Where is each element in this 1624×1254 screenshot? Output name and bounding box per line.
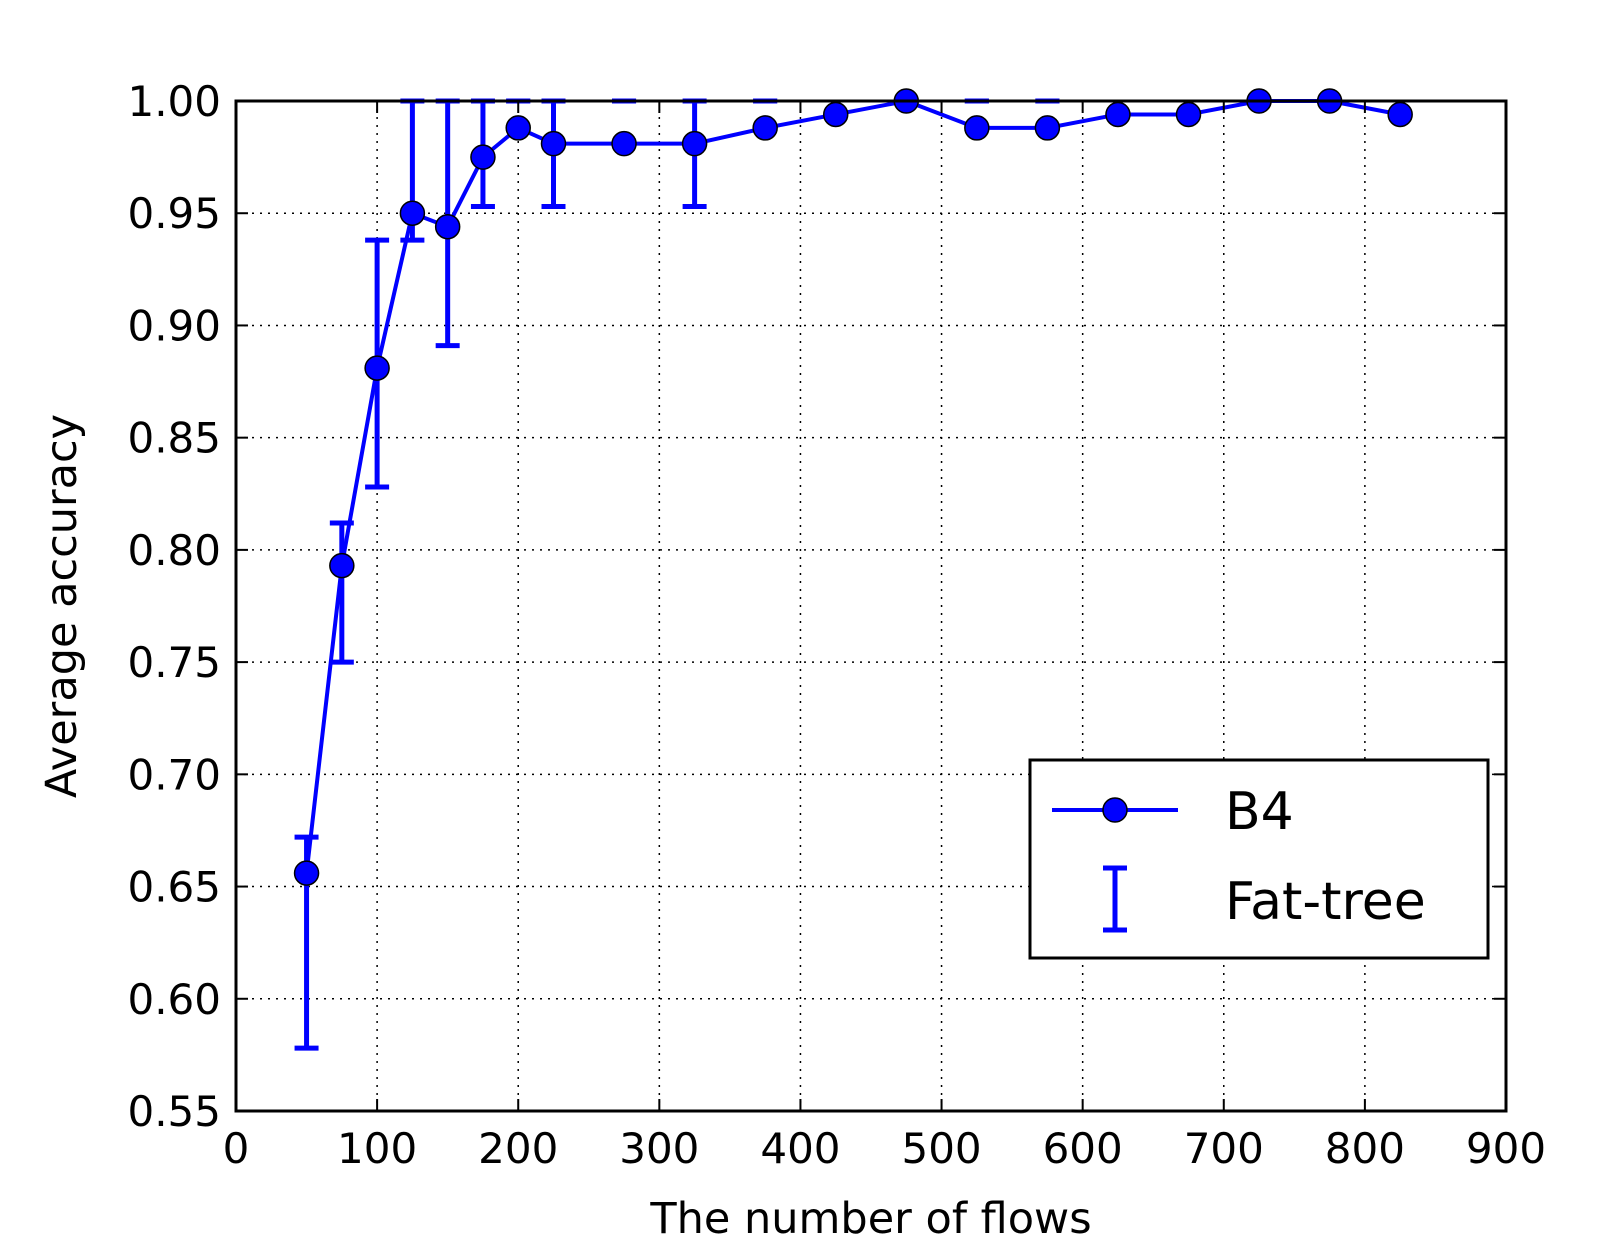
x-tick-label: 500: [901, 1124, 981, 1173]
b4-point: [822, 101, 849, 128]
y-tick-label: 0.80: [127, 526, 221, 575]
x-axis-title: The number of flows: [649, 1194, 1091, 1244]
x-tick-label: 800: [1325, 1124, 1405, 1173]
legend: B4 Fat-tree: [1028, 758, 1490, 960]
b4-point: [505, 115, 531, 141]
x-tick-label: 900: [1466, 1124, 1546, 1173]
x-tick-label: 100: [337, 1124, 417, 1173]
plot-frame: [234, 99, 1508, 1113]
legend-box: [1028, 758, 1490, 960]
b4-point: [434, 213, 461, 240]
y-axis-title: Average accuracy: [37, 414, 87, 798]
legend-b4-marker: [1102, 797, 1128, 823]
y-tick-label: 1.00: [127, 77, 221, 126]
b4-point: [470, 144, 496, 170]
b4-point: [540, 130, 567, 157]
b4-point: [752, 115, 778, 141]
b4-point: [1387, 101, 1413, 128]
y-tick-label: 0.95: [127, 189, 221, 238]
legend-fat-tree-label: Fat-tree: [1225, 872, 1426, 932]
x-tick-label: 200: [478, 1124, 558, 1173]
x-tick-label: 600: [1043, 1124, 1123, 1173]
y-tick-label: 0.70: [127, 750, 221, 799]
x-tick-label: 300: [619, 1124, 699, 1173]
b4-point: [681, 130, 708, 157]
legend-b4-label: B4: [1225, 782, 1294, 842]
y-tick-label: 0.60: [127, 975, 221, 1024]
y-tick-label: 0.85: [127, 414, 221, 463]
b4-point: [1105, 101, 1131, 128]
y-tick-label: 0.55: [127, 1087, 221, 1136]
b4-point: [611, 130, 637, 157]
y-tick-label: 0.65: [127, 863, 221, 912]
b4-point: [293, 860, 320, 886]
b4-point: [364, 355, 390, 381]
b4-point: [329, 552, 355, 579]
b4-point: [1175, 101, 1202, 128]
x-tick-label: 700: [1184, 1124, 1264, 1173]
b4-point: [964, 115, 990, 141]
x-tick-label: 400: [760, 1124, 840, 1173]
b4-point: [1034, 115, 1061, 141]
y-tick-label: 0.75: [127, 638, 221, 687]
b4-point: [399, 200, 426, 226]
grid: [236, 101, 1506, 1111]
y-tick-label: 0.90: [127, 301, 221, 350]
axis-ticks: 0 100 200 300 400 500 600 700 800 900 0.55 0.60 0.65…: [127, 77, 1546, 1173]
x-tick-label: 0: [223, 1124, 250, 1173]
